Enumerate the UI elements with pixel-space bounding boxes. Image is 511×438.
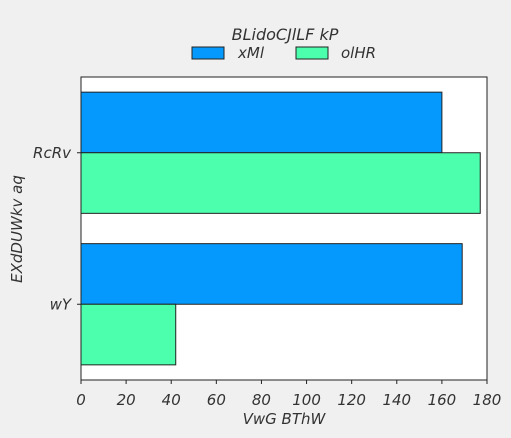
- x-tick-label: 60: [207, 391, 226, 409]
- x-tick-label: 120: [337, 391, 366, 409]
- legend-swatch-olHR: [295, 46, 329, 60]
- bar-olhr-rcrv: [80, 152, 481, 214]
- x-tick-label: 160: [428, 391, 457, 409]
- bar-xml-wy: [80, 243, 463, 305]
- x-tick-label: 0: [76, 391, 86, 409]
- y-tick-label: wY: [50, 295, 73, 313]
- y-axis-label: EXdDUWkv aq: [8, 175, 26, 283]
- y-axis-ticks: RcRv wY: [33, 144, 81, 313]
- x-tick-label: 40: [162, 391, 181, 409]
- x-tick-label: 20: [117, 391, 136, 409]
- bar-olhr-wy: [80, 303, 177, 366]
- legend-swatch-xMl: [191, 46, 225, 60]
- legend-title: BLidoCJlLF kP: [232, 25, 339, 44]
- legend-label-olHR: olHR: [341, 44, 376, 62]
- x-tick-label: 140: [382, 391, 411, 409]
- x-axis-ticks: 0 20 40 60 80 100 120 140 160 180: [76, 380, 501, 409]
- legend: BLidoCJlLF kP xMl olHR: [191, 25, 376, 62]
- legend-label-xMl: xMl: [237, 44, 265, 62]
- bar-xml-rcrv: [80, 91, 443, 154]
- bars-group: [80, 91, 481, 366]
- x-axis-label: VwG BThW: [243, 410, 327, 428]
- x-tick-label: 100: [292, 391, 321, 409]
- y-tick-label: RcRv: [33, 144, 72, 162]
- x-tick-label: 80: [252, 391, 271, 409]
- x-tick-label: 180: [473, 391, 502, 409]
